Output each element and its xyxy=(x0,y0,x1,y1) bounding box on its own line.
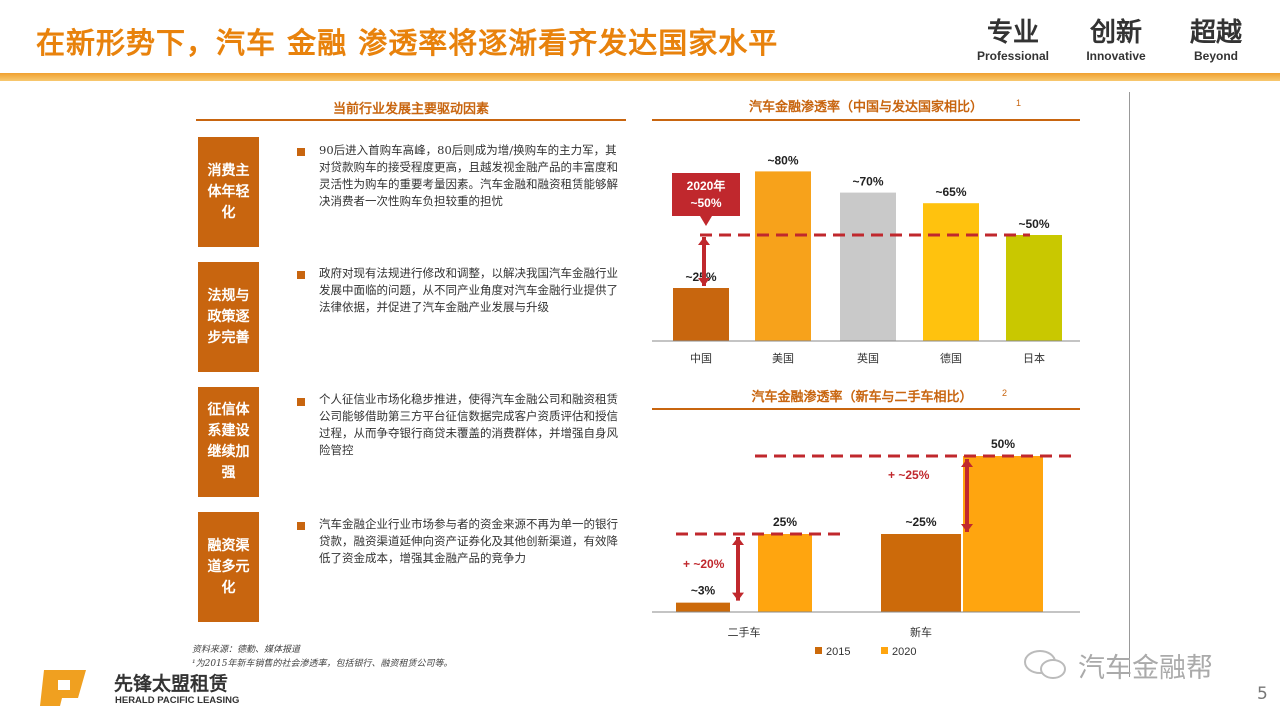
company-name: 先锋太盟租赁 xyxy=(114,673,229,695)
driver-text: 90后进入首购车高峰，80后则成为增/换购车的主力军，其对贷款购车的接受程度更高… xyxy=(319,143,618,208)
driver-label: 融资渠道多元化 xyxy=(198,512,259,622)
callout-pointer xyxy=(700,216,712,226)
header-divider xyxy=(0,73,1280,81)
category-label: 美国 xyxy=(772,352,794,365)
bullet-icon xyxy=(297,271,305,279)
bar-日本 xyxy=(1006,235,1062,341)
data-label: ~65% xyxy=(935,185,966,199)
legend-label: 2015 xyxy=(826,646,850,658)
driver-label: 征信体系建设继续加强 xyxy=(198,387,259,497)
bullet-icon xyxy=(297,398,305,406)
driver-text: 个人征信业市场化稳步推进，使得汽车金融公司和融资租赁公司能够借助第三方平台征信数… xyxy=(319,392,618,457)
data-label: 25% xyxy=(773,515,797,529)
data-label: ~25% xyxy=(905,515,936,529)
increment-label: + ~20% xyxy=(683,557,725,571)
driver-label: 法规与政策逐步完善 xyxy=(198,262,259,372)
category-label: 英国 xyxy=(857,351,879,365)
legend-label: 2020 xyxy=(892,646,916,658)
chart-title: 汽车金融渗透率（新车与二手车相比） xyxy=(751,389,972,404)
data-label: ~80% xyxy=(767,153,798,167)
wechat-icon xyxy=(1022,648,1070,682)
footnote: ¹为2015年新车销售的社会渗透率，包括银行、融资租赁公司等。 xyxy=(192,659,453,669)
data-label: ~70% xyxy=(852,175,883,189)
data-label: ~25% xyxy=(685,270,716,284)
bar-德国 xyxy=(923,203,979,341)
bar-中国 xyxy=(673,288,729,341)
bar-英国 xyxy=(840,192,896,341)
category-label: 德国 xyxy=(940,351,962,365)
page-title: 在新形势下，汽车 金融 渗透率将逐渐看齐发达国家水平 xyxy=(36,26,779,60)
data-label: 50% xyxy=(991,437,1015,451)
callout-text: 2020年 xyxy=(687,178,726,193)
company-logo-icon xyxy=(34,668,94,710)
driver-text: 政府对现有法规进行修改和调整，以解决我国汽车金融行业发展中面临的问题，从不同产业… xyxy=(319,266,618,314)
category-label: 日本 xyxy=(1023,351,1045,365)
category-label: 二手车 xyxy=(728,625,761,639)
bar-美国 xyxy=(755,171,811,341)
category-label: 中国 xyxy=(690,352,712,365)
chart-title: 汽车金融渗透率（中国与发达国家相比） xyxy=(749,99,983,114)
tagline-innovative: 创新 Innovative xyxy=(1086,18,1146,63)
driver-label: 消费主体年轻化 xyxy=(198,137,259,247)
bullet-icon xyxy=(297,522,305,530)
drivers-title: 当前行业发展主要驱动因素 xyxy=(332,102,489,117)
tagline-professional: 专业 Professional xyxy=(976,18,1050,63)
driver-text: 汽车金融企业行业市场参与者的资金来源不再为单一的银行贷款，融资渠道延伸向资产证券… xyxy=(319,517,618,565)
data-label: ~50% xyxy=(1018,217,1049,231)
legend-swatch xyxy=(815,647,822,654)
page-number: 5 xyxy=(1257,684,1268,704)
bar-新车-2020 xyxy=(963,456,1043,612)
legend-swatch xyxy=(881,647,888,654)
chart-title-superscript: 2 xyxy=(1002,388,1007,398)
source-note: 资料来源：德勤、媒体报道 xyxy=(192,645,301,655)
drivers-title-line xyxy=(196,119,626,121)
increment-arrow-heads xyxy=(961,459,973,532)
vertical-divider xyxy=(1129,92,1130,677)
chart-title-line xyxy=(652,408,1080,410)
callout-text: ~50% xyxy=(690,196,721,210)
watermark: 汽车金融帮 xyxy=(1078,653,1213,684)
chart-title-superscript: 1 xyxy=(1016,98,1021,108)
callout-box xyxy=(672,173,740,216)
bar-二手车-2015 xyxy=(676,602,730,612)
bar-二手车-2020 xyxy=(758,534,812,612)
chart-title-line xyxy=(652,119,1080,121)
data-label: ~3% xyxy=(691,584,716,598)
tagline-beyond: 超越 Beyond xyxy=(1189,18,1242,63)
bullet-icon xyxy=(297,148,305,156)
category-label: 新车 xyxy=(910,625,932,639)
increment-label: + ~25% xyxy=(888,468,930,482)
bar-新车-2015 xyxy=(881,534,961,612)
company-name-en: HERALD PACIFIC LEASING xyxy=(115,695,240,706)
